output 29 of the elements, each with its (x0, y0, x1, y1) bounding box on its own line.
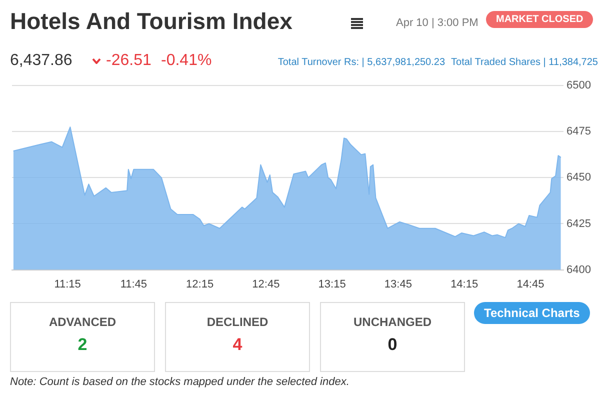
y-tick-label: 6400 (566, 264, 592, 276)
x-tick-label: 14:15 (450, 278, 478, 290)
data-label: 0 (386, 335, 398, 355)
y-tick-label: 6500 (566, 80, 592, 92)
x-tick-label: 13:45 (384, 278, 412, 290)
text: Technical Charts (474, 302, 590, 324)
y-tick-label: 6450 (566, 172, 592, 184)
category-label: UNCHANGED (352, 315, 432, 329)
text: Total Traded Shares | 11,384,725 (451, 57, 598, 68)
text: Note: Count is based on the stocks mapped under the selected index. (10, 376, 350, 388)
category-label: DECLINED (206, 315, 270, 329)
y-tick-label: 6425 (566, 218, 592, 230)
x-tick-label: 12:15 (186, 278, 214, 290)
text: -26.51 (106, 52, 152, 69)
x-tick-label: 12:45 (252, 278, 280, 290)
y-tick-label: 6475 (566, 126, 592, 138)
text: Apr 10 | 3:00 PM (396, 17, 478, 29)
text: 6,437.86 (10, 52, 72, 69)
text: Total Turnover Rs: | 5,637,981,250.23 (278, 57, 446, 68)
x-tick-label: 11:45 (120, 278, 148, 290)
data-label: 2 (76, 335, 88, 355)
text: MARKET CLOSED (496, 14, 584, 25)
category-label: ADVANCED (48, 315, 118, 329)
chart-title: Hotels And Tourism Index (10, 8, 292, 35)
text: -0.41% (161, 52, 212, 69)
data-label: 4 (232, 335, 244, 355)
x-tick-label: 13:15 (318, 278, 346, 290)
x-tick-label: 14:45 (516, 278, 544, 290)
x-tick-label: 11:15 (54, 278, 81, 290)
